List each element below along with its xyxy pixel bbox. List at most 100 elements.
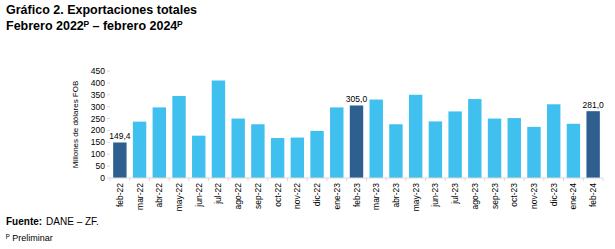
subtitle: Febrero 2022ᴾ – febrero 2024ᴾ	[6, 19, 183, 33]
y-tick	[107, 82, 110, 83]
bar	[212, 81, 225, 178]
bar	[508, 118, 521, 178]
x-tick	[603, 178, 604, 181]
y-tick-label: 350	[91, 90, 105, 100]
x-axis	[110, 178, 603, 179]
x-tick	[228, 178, 229, 181]
y-tick-label: 50	[96, 161, 106, 171]
x-tick	[129, 178, 130, 181]
data-label: 149,4	[109, 131, 131, 141]
y-tick	[107, 118, 110, 119]
y-tick	[107, 154, 110, 155]
note: ᴾ Preliminar	[6, 233, 53, 243]
x-tick-label: feb-22	[115, 183, 125, 207]
bar	[409, 95, 422, 178]
y-tick	[107, 71, 110, 72]
x-tick	[504, 178, 505, 181]
bar	[310, 131, 323, 178]
y-tick-label: 200	[91, 125, 105, 135]
y-tick	[107, 166, 110, 167]
x-tick	[110, 178, 111, 181]
bar	[251, 124, 264, 178]
x-tick	[149, 178, 150, 181]
x-tick-label: sep-22	[253, 183, 263, 209]
x-tick	[307, 178, 308, 181]
data-label: 281,0	[582, 100, 604, 110]
bar	[330, 107, 343, 178]
source-label: Fuente:	[6, 216, 42, 227]
bars	[113, 81, 600, 178]
x-tick	[208, 178, 209, 181]
x-tick-label: dic-23	[549, 183, 559, 206]
bar	[192, 136, 205, 178]
x-tick-label: jul-23	[450, 183, 460, 205]
x-tick-label: mar-22	[135, 183, 145, 210]
y-tick	[107, 106, 110, 107]
x-tick-label: oct-23	[509, 183, 519, 207]
x-tick	[267, 178, 268, 181]
x-tick	[583, 178, 584, 181]
x-tick-label: ago-23	[470, 183, 480, 210]
x-tick	[543, 178, 544, 181]
x-tick-label: jun-22	[194, 183, 204, 208]
source-text: DANE – ZF.	[46, 216, 99, 227]
x-tick	[445, 178, 446, 181]
data-label: 305,0	[346, 94, 368, 104]
y-tick-label: 100	[91, 149, 105, 159]
y-tick-label: 250	[91, 114, 105, 124]
x-tick	[425, 178, 426, 181]
x-tick-label: abr-22	[154, 183, 164, 208]
bar	[271, 138, 284, 178]
title: Gráfico 2. Exportaciones totales	[6, 3, 197, 17]
x-tick-label: ene-24	[568, 183, 578, 210]
x-tick-label: mar-23	[371, 183, 381, 210]
x-tick	[287, 178, 288, 181]
y-tick-label: 150	[91, 137, 105, 147]
x-tick-label: abr-23	[391, 183, 401, 208]
bar	[389, 124, 402, 178]
bar	[370, 100, 383, 178]
y-tick	[107, 94, 110, 95]
bar	[429, 121, 442, 178]
y-axis-label: Millones de dólares FOB	[71, 81, 80, 169]
bar	[448, 111, 461, 178]
bar	[350, 105, 363, 178]
bar	[527, 127, 540, 178]
x-tick-label: dic-22	[312, 183, 322, 206]
x-tick-label: nov-23	[529, 183, 539, 209]
bar	[113, 142, 126, 178]
x-tick	[524, 178, 525, 181]
y-tick-label: 0	[100, 173, 105, 183]
x-tick	[169, 178, 170, 181]
bar	[153, 107, 166, 178]
bar	[133, 122, 146, 178]
y-tick-label: 300	[91, 102, 105, 112]
x-tick-label: may-23	[411, 183, 421, 212]
bar	[468, 99, 481, 178]
x-tick-label: may-22	[174, 183, 184, 212]
source: Fuente: DANE – ZF.	[6, 216, 99, 227]
x-tick	[563, 178, 564, 181]
x-tick-label: sep-23	[490, 183, 500, 209]
bar	[172, 96, 185, 178]
x-tick-label: jul-22	[213, 183, 223, 205]
bar	[586, 111, 599, 178]
bar	[547, 104, 560, 178]
y-tick-label: 450	[91, 66, 105, 76]
bar	[567, 124, 580, 178]
bar	[488, 119, 501, 178]
x-tick-label: feb-24	[588, 183, 598, 207]
x-tick-label: oct-22	[273, 183, 283, 207]
x-tick-label: ene-23	[332, 183, 342, 210]
x-tick-label: ago-22	[233, 183, 243, 210]
x-tick	[346, 178, 347, 181]
y-tick-label: 400	[91, 78, 105, 88]
x-tick	[464, 178, 465, 181]
x-tick-label: feb-23	[352, 183, 362, 207]
x-tick-label: jun-23	[430, 183, 440, 208]
x-tick	[386, 178, 387, 181]
bar	[291, 138, 304, 178]
chart: Gráfico 2. Exportaciones totales Febrero …	[0, 0, 615, 249]
x-tick-label: nov-22	[292, 183, 302, 209]
x-tick	[366, 178, 367, 181]
